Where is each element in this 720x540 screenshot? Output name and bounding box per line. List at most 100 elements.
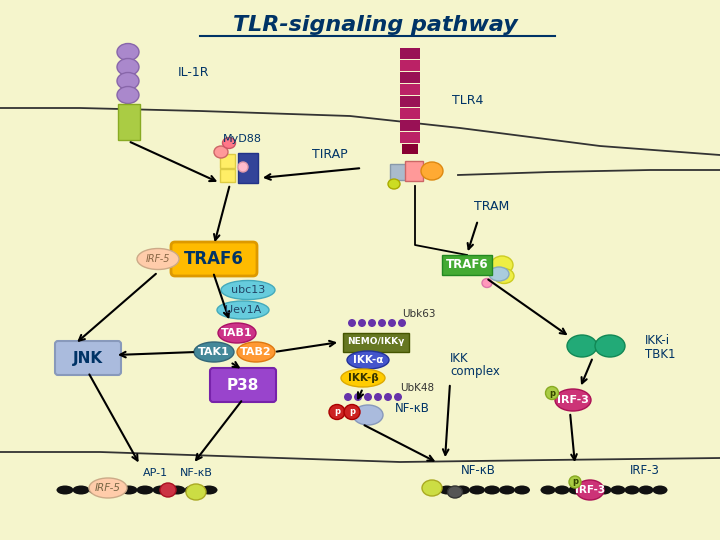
Ellipse shape <box>514 485 530 495</box>
FancyBboxPatch shape <box>55 341 121 375</box>
Text: NEMO/IKKγ: NEMO/IKKγ <box>347 338 405 347</box>
Ellipse shape <box>329 404 345 420</box>
Text: AP-1: AP-1 <box>143 468 168 478</box>
Ellipse shape <box>439 485 455 495</box>
Ellipse shape <box>422 480 442 496</box>
Ellipse shape <box>194 342 234 362</box>
Text: TAB2: TAB2 <box>240 347 272 357</box>
Ellipse shape <box>388 179 400 189</box>
Bar <box>390 164 406 180</box>
Ellipse shape <box>347 351 389 369</box>
Text: TAB1: TAB1 <box>221 328 253 338</box>
Ellipse shape <box>494 268 514 284</box>
Ellipse shape <box>117 72 139 90</box>
Text: IRF-3: IRF-3 <box>630 464 660 477</box>
Ellipse shape <box>214 146 228 158</box>
Ellipse shape <box>489 267 509 281</box>
Text: TRAF6: TRAF6 <box>446 259 488 272</box>
Ellipse shape <box>221 280 275 300</box>
Bar <box>405 161 423 181</box>
Text: NF-κB: NF-κB <box>461 464 495 477</box>
Bar <box>400 120 420 131</box>
Ellipse shape <box>541 485 556 495</box>
Ellipse shape <box>611 485 626 495</box>
Ellipse shape <box>448 486 462 498</box>
Text: TBK1: TBK1 <box>645 348 675 361</box>
Ellipse shape <box>364 393 372 401</box>
Ellipse shape <box>117 58 139 76</box>
Ellipse shape <box>117 44 139 60</box>
Text: IL-1R: IL-1R <box>178 65 210 78</box>
Text: UbK48: UbK48 <box>400 383 434 393</box>
Text: TLR4: TLR4 <box>452 93 483 106</box>
Text: TLR-signaling pathway: TLR-signaling pathway <box>233 15 518 35</box>
Bar <box>400 48 420 59</box>
Ellipse shape <box>394 393 402 401</box>
Ellipse shape <box>652 485 667 495</box>
Text: p: p <box>349 408 355 416</box>
Text: p: p <box>572 477 578 487</box>
Ellipse shape <box>73 485 89 495</box>
Text: IRF-3: IRF-3 <box>557 395 589 405</box>
Text: TIRAP: TIRAP <box>312 148 348 161</box>
Bar <box>442 255 492 275</box>
FancyBboxPatch shape <box>210 368 276 402</box>
Bar <box>118 104 140 140</box>
Ellipse shape <box>569 485 583 495</box>
Ellipse shape <box>120 485 138 495</box>
Text: MyD88: MyD88 <box>222 134 261 144</box>
Text: TRAF6: TRAF6 <box>184 250 244 268</box>
Ellipse shape <box>354 393 362 401</box>
Ellipse shape <box>378 319 386 327</box>
Ellipse shape <box>184 485 202 495</box>
Ellipse shape <box>341 369 385 387</box>
Ellipse shape <box>454 485 470 495</box>
Ellipse shape <box>168 485 186 495</box>
Ellipse shape <box>104 485 122 495</box>
Ellipse shape <box>554 485 570 495</box>
Text: JNK: JNK <box>73 350 103 366</box>
Ellipse shape <box>353 405 383 425</box>
Ellipse shape <box>567 335 597 357</box>
Ellipse shape <box>424 485 440 495</box>
Text: NF-κB: NF-κB <box>179 468 212 478</box>
Bar <box>220 169 235 182</box>
Ellipse shape <box>569 476 581 488</box>
Text: IKK-α: IKK-α <box>353 355 383 365</box>
Bar <box>400 108 420 119</box>
Text: TRAM: TRAM <box>474 200 510 213</box>
Text: IKK: IKK <box>450 352 469 365</box>
Ellipse shape <box>137 248 179 269</box>
Ellipse shape <box>374 393 382 401</box>
Text: complex: complex <box>450 364 500 377</box>
Ellipse shape <box>639 485 654 495</box>
Ellipse shape <box>624 485 639 495</box>
Ellipse shape <box>595 335 625 357</box>
Text: p: p <box>549 388 555 397</box>
Ellipse shape <box>582 485 598 495</box>
Ellipse shape <box>200 485 217 495</box>
Bar <box>343 333 409 352</box>
Ellipse shape <box>388 319 396 327</box>
FancyBboxPatch shape <box>171 242 257 276</box>
Ellipse shape <box>344 404 360 420</box>
Text: IRF-5: IRF-5 <box>145 254 170 264</box>
Ellipse shape <box>482 279 492 287</box>
Ellipse shape <box>421 162 443 180</box>
Ellipse shape <box>484 485 500 495</box>
Ellipse shape <box>491 256 513 274</box>
Ellipse shape <box>218 323 256 343</box>
Bar <box>220 154 235 168</box>
Text: ubc13: ubc13 <box>231 285 265 295</box>
Bar <box>402 144 418 154</box>
Bar <box>400 96 420 107</box>
Text: p: p <box>334 408 340 416</box>
Ellipse shape <box>348 319 356 327</box>
Ellipse shape <box>217 301 269 319</box>
Ellipse shape <box>153 485 169 495</box>
Bar <box>400 72 420 83</box>
Bar <box>400 60 420 71</box>
Bar <box>400 84 420 95</box>
Ellipse shape <box>499 485 515 495</box>
Text: IRF-3: IRF-3 <box>575 485 605 495</box>
